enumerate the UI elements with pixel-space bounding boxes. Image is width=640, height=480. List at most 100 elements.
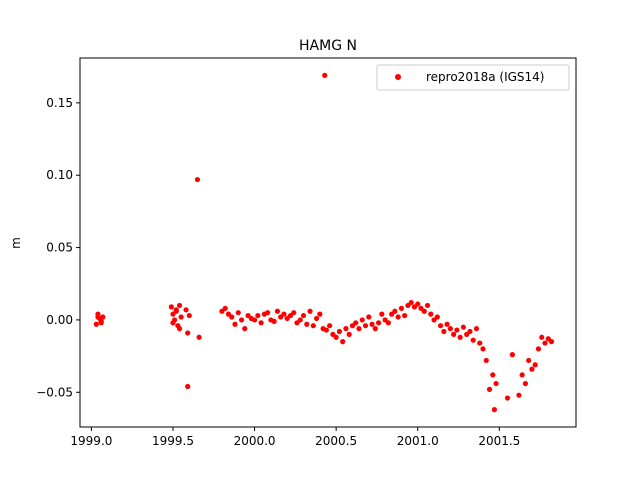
data-point [281,311,287,317]
data-point [516,392,522,398]
data-point [196,334,202,340]
data-point [232,321,238,327]
data-point [274,308,281,314]
data-point [470,337,476,343]
data-point [480,346,486,352]
data-point [529,366,535,372]
data-point [173,307,179,313]
data-point [327,323,333,329]
data-point [300,312,307,319]
data-point [491,407,498,413]
legend-box [376,64,570,91]
data-point [353,320,359,326]
x-tick-label: 2001.5 [478,434,520,448]
x-axis: 1999.0 1999.5 2000.0 2000.5 2001.0 2001.5 [70,427,520,448]
data-point [398,305,405,311]
data-point [372,326,378,332]
y-axis: −0.05 0.00 0.05 0.10 0.15 [36,96,80,399]
data-point [434,314,440,320]
data-point [375,320,382,326]
data-point [421,308,427,314]
data-point [346,331,352,337]
legend-marker [395,74,401,80]
data-point [322,72,328,78]
data-point [178,314,184,320]
y-axis-label: m [9,237,23,249]
y-tick-label: 0.05 [46,241,73,255]
data-point [385,320,391,326]
data-point [548,339,555,345]
legend: repro2018a (IGS14) [376,64,570,91]
data-point [522,380,529,387]
data-point [343,326,349,332]
data-point [457,334,463,340]
data-point [235,310,241,316]
data-point [304,321,310,327]
data-point [265,310,271,316]
data-point [447,326,453,332]
data-point [168,304,174,310]
y-tick-label: −0.05 [36,385,73,399]
data-point [186,312,192,319]
data-point [333,334,339,340]
data-point [504,395,511,401]
data-point [532,362,538,368]
data-point [336,328,343,335]
data-point [437,323,444,329]
data-point [251,317,258,323]
data-point [539,334,545,340]
data-point [408,299,414,306]
data-point [185,330,191,336]
data-point [454,327,460,333]
data-point [424,302,431,309]
data-point [242,326,248,332]
x-tick-label: 1999.5 [152,434,194,448]
data-point [258,320,264,326]
data-point [238,317,245,323]
data-point [428,311,434,317]
x-tick-label: 1999.0 [70,434,112,448]
data-point [526,357,532,364]
data-point [323,327,329,333]
data-point [291,310,297,316]
x-tick-label: 2000.5 [315,434,357,448]
data-point [313,315,320,322]
data-point [519,372,525,378]
data-point [366,314,372,320]
data-point [185,383,191,390]
data-point [483,357,489,364]
x-tick-label: 2001.0 [397,434,439,448]
data-point [310,323,316,329]
data-point [451,331,457,337]
y-tick-label: 0.15 [46,96,73,110]
plot-frame [79,57,577,428]
data-point [100,314,106,320]
data-point [392,308,398,314]
data-point [98,320,104,326]
data-point [307,308,313,314]
scatter-points [93,72,555,413]
data-point [340,339,346,345]
data-point [222,305,228,311]
data-point [176,302,183,309]
data-point [95,311,101,317]
data-point [535,346,542,352]
data-point [473,326,480,332]
data-point [356,326,362,332]
data-point [444,321,450,327]
data-point [460,324,467,330]
data-point [402,312,408,319]
data-point [477,340,483,346]
legend-label: repro2018a (IGS14) [426,70,544,84]
data-point [297,317,303,323]
data-point [183,307,189,313]
data-point [509,352,515,358]
data-point [369,321,375,327]
data-point [170,320,176,326]
data-point [93,321,99,327]
data-point [194,176,201,183]
data-point [255,312,261,319]
data-point [317,311,323,317]
data-point [229,314,235,320]
